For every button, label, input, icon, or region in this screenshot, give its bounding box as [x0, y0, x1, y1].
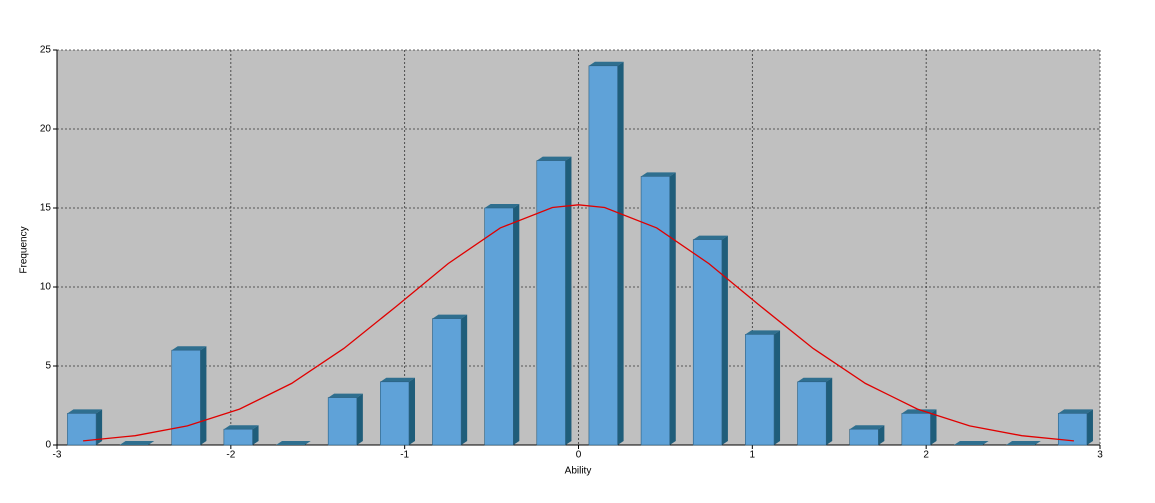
- bar: [223, 428, 253, 446]
- bar-top: [849, 425, 885, 430]
- bar-top: [953, 441, 989, 445]
- bar-side: [565, 156, 572, 445]
- bar-top: [380, 377, 416, 382]
- bar-side: [669, 172, 676, 445]
- bar: [171, 349, 201, 446]
- bar-side: [513, 204, 520, 445]
- bar-side: [356, 393, 363, 445]
- bar: [588, 65, 618, 446]
- y-tick-label: 10: [40, 282, 52, 293]
- bar-side: [721, 235, 728, 445]
- x-axis-label: Ability: [565, 466, 592, 477]
- bar: [640, 176, 671, 446]
- bar-top: [171, 346, 207, 351]
- y-tick-label: 20: [40, 124, 52, 135]
- bar-top: [432, 314, 468, 319]
- bar: [536, 160, 566, 446]
- bar-top: [536, 156, 572, 161]
- x-tick-label: -1: [400, 450, 409, 461]
- y-tick-label: 25: [40, 45, 52, 56]
- y-tick-label: 5: [45, 361, 51, 372]
- bar-side: [461, 314, 468, 445]
- bar: [692, 239, 723, 446]
- bar: [1057, 413, 1088, 446]
- bar: [432, 318, 462, 446]
- bar: [380, 381, 410, 446]
- bar-top: [484, 204, 520, 208]
- x-tick-label: 0: [576, 450, 582, 461]
- bar: [797, 381, 827, 446]
- y-tick-label: 15: [40, 203, 52, 214]
- bar-side: [617, 61, 624, 446]
- bar-top: [276, 441, 311, 445]
- bar-top: [119, 441, 155, 445]
- x-tick-label: 2: [923, 450, 929, 461]
- bar-side: [826, 377, 833, 445]
- bar-top: [67, 409, 103, 414]
- bar-side: [1086, 409, 1093, 445]
- x-tick-label: 1: [750, 450, 756, 461]
- bar: [745, 334, 775, 446]
- bar-side: [878, 425, 885, 445]
- bar-side: [409, 377, 416, 445]
- fit-curve: [83, 204, 1074, 442]
- bar-side: [252, 425, 259, 445]
- bar: [849, 428, 879, 446]
- bar-top: [328, 393, 363, 398]
- bar-top: [223, 425, 259, 430]
- y-axis-label: Frequency: [19, 226, 30, 273]
- bar-side: [774, 330, 781, 445]
- bar-top: [1006, 441, 1041, 445]
- bar-side: [96, 409, 103, 445]
- bar-top: [641, 172, 676, 177]
- bar: [484, 207, 514, 446]
- bar-top: [588, 61, 624, 66]
- bar: [327, 397, 358, 446]
- bar: [901, 413, 931, 446]
- y-tick-label: 0: [45, 440, 51, 451]
- bar-top: [797, 377, 833, 382]
- bar-top: [693, 235, 728, 240]
- bar-top: [1058, 409, 1093, 414]
- x-tick-label: -2: [226, 450, 235, 461]
- x-tick-label: 3: [1097, 450, 1103, 461]
- bar-top: [745, 330, 781, 335]
- x-tick-label: -3: [53, 450, 62, 461]
- bar-side: [200, 346, 207, 445]
- bar-side: [930, 409, 937, 445]
